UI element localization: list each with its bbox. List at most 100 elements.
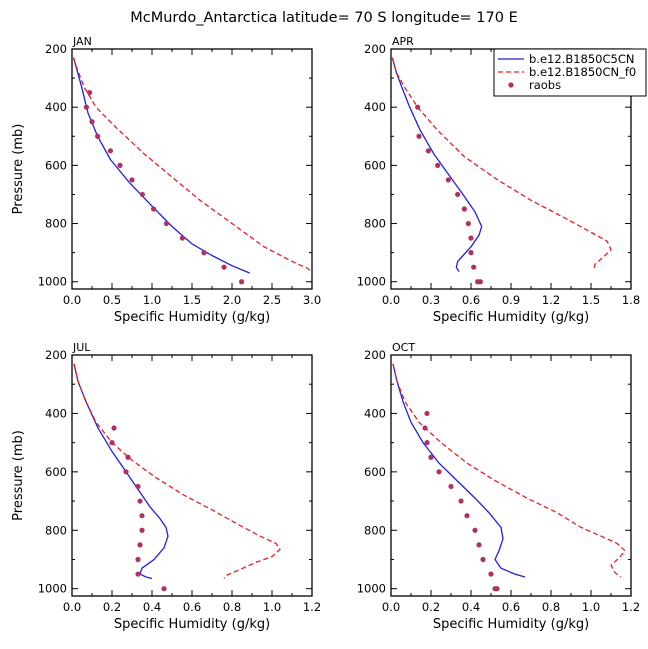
y-tick-label: 800	[364, 523, 386, 537]
x-tick-label: 0.2	[103, 600, 121, 614]
y-tick-label: 400	[364, 406, 386, 420]
x-tick-label: 0.4	[462, 600, 480, 614]
series-group	[392, 363, 626, 592]
raobs-point	[464, 513, 470, 519]
x-axis-label: Specific Humidity (g/kg)	[433, 310, 589, 325]
x-tick-label: 0.0	[382, 600, 400, 614]
y-tick-label: 1000	[357, 582, 386, 596]
x-tick-label: 0.0	[382, 293, 400, 307]
y-tick-label: 400	[45, 100, 67, 114]
raobs-point	[424, 440, 430, 446]
panel-label: JUL	[72, 341, 91, 354]
x-axis-label: Specific Humidity (g/kg)	[114, 617, 270, 632]
x-tick-label: 1.0	[582, 600, 600, 614]
raobs-point	[179, 235, 185, 241]
y-tick-label: 600	[364, 158, 386, 172]
x-tick-label: 1.8	[622, 293, 640, 307]
panel-label: OCT	[392, 341, 415, 354]
plot-frame	[71, 48, 313, 290]
x-tick-label: 0.6	[183, 600, 201, 614]
raobs-point	[424, 410, 430, 417]
y-tick-label: 400	[364, 100, 386, 114]
y-tick-label: 400	[45, 406, 67, 420]
y-tick-label: 1000	[38, 275, 67, 289]
y-tick-label: 600	[45, 465, 67, 479]
x-tick-label: 0.2	[422, 600, 440, 614]
y-tick-label: 800	[45, 523, 67, 537]
raobs-point	[425, 148, 431, 154]
series-line-cn-f0	[72, 57, 312, 274]
raobs-point	[458, 498, 464, 504]
y-tick-label: 200	[364, 348, 386, 362]
y-tick-label: 600	[364, 465, 386, 479]
raobs-point	[201, 250, 207, 256]
legend-label: b.e12.B1850C5CN	[529, 52, 634, 66]
raobs-point	[468, 250, 474, 256]
legend-marker-raobs	[508, 82, 514, 88]
x-tick-label: 1.5	[183, 293, 201, 307]
raobs-point	[471, 264, 477, 270]
x-tick-label: 1.0	[143, 293, 161, 307]
x-tick-label: 0.6	[502, 600, 520, 614]
plot-frame	[390, 354, 632, 597]
series-line-c5cn	[73, 363, 169, 580]
x-tick-label: 3.0	[303, 293, 321, 307]
series-line-c5cn	[72, 57, 250, 274]
series-line-cn-f0	[391, 57, 612, 271]
raobs-point	[139, 191, 145, 198]
x-tick-label: 0.9	[502, 293, 520, 307]
panel-label: APR	[392, 35, 414, 48]
raobs-point	[137, 542, 143, 548]
raobs-point	[436, 469, 442, 475]
panels: 0.0 0.5 1.0 1.5 2.0 2.5 3.0 200 400 600 800 1000 JAN…	[11, 35, 640, 632]
panel-label: JAN	[72, 35, 92, 48]
y-tick-label: 800	[45, 217, 67, 231]
x-tick-label: 2.0	[223, 293, 241, 307]
raobs-point	[129, 177, 135, 183]
y-axis-label: Pressure (mb)	[11, 124, 26, 215]
y-tick-label: 800	[364, 217, 386, 231]
y-tick-label: 200	[364, 42, 386, 56]
x-tick-label: 2.5	[263, 293, 281, 307]
raobs-point	[492, 586, 498, 592]
raobs-point	[89, 119, 95, 125]
x-tick-label: 0.8	[223, 600, 241, 614]
raobs-point	[117, 162, 123, 168]
raobs-point	[83, 104, 89, 110]
raobs-point	[239, 279, 245, 285]
panel-jul: 0.0 0.2 0.4 0.6 0.8 1.0 1.2 200 400 600 800 1000 JUL…	[11, 341, 321, 632]
raobs-point	[480, 556, 486, 563]
raobs-point	[107, 148, 113, 154]
raobs-point	[137, 498, 143, 504]
raobs-point	[488, 571, 494, 577]
series-line-cn-f0	[73, 363, 281, 579]
raobs-point	[465, 220, 471, 227]
raobs-point	[161, 586, 167, 592]
x-tick-label: 0.4	[143, 600, 161, 614]
legend-box	[493, 48, 647, 97]
y-tick-label: 600	[45, 158, 67, 172]
raobs-point	[135, 571, 141, 577]
raobs-point	[139, 527, 145, 533]
x-axis-label: Specific Humidity (g/kg)	[114, 310, 270, 325]
raobs-point	[448, 483, 454, 490]
legend-label: raobs	[529, 78, 561, 92]
y-tick-label: 200	[45, 42, 67, 56]
raobs-point	[428, 454, 434, 460]
raobs-point	[455, 191, 461, 198]
raobs-point	[221, 264, 227, 270]
raobs-point	[445, 177, 451, 183]
x-tick-label: 1.2	[542, 293, 560, 307]
raobs-point	[415, 104, 421, 110]
raobs-point	[435, 162, 441, 168]
x-axis-label: Specific Humidity (g/kg)	[433, 617, 589, 632]
series-line-c5cn	[391, 57, 483, 272]
x-tick-label: 0.3	[422, 293, 440, 307]
series-group	[391, 57, 612, 285]
raobs-point	[151, 206, 157, 212]
panel-jan: 0.0 0.5 1.0 1.5 2.0 2.5 3.0 200 400 600 800 1000 JAN…	[11, 35, 321, 325]
series-group	[73, 363, 281, 592]
raobs-point	[477, 279, 483, 285]
y-tick-label: 1000	[357, 275, 386, 289]
y-tick-label: 200	[45, 348, 67, 362]
